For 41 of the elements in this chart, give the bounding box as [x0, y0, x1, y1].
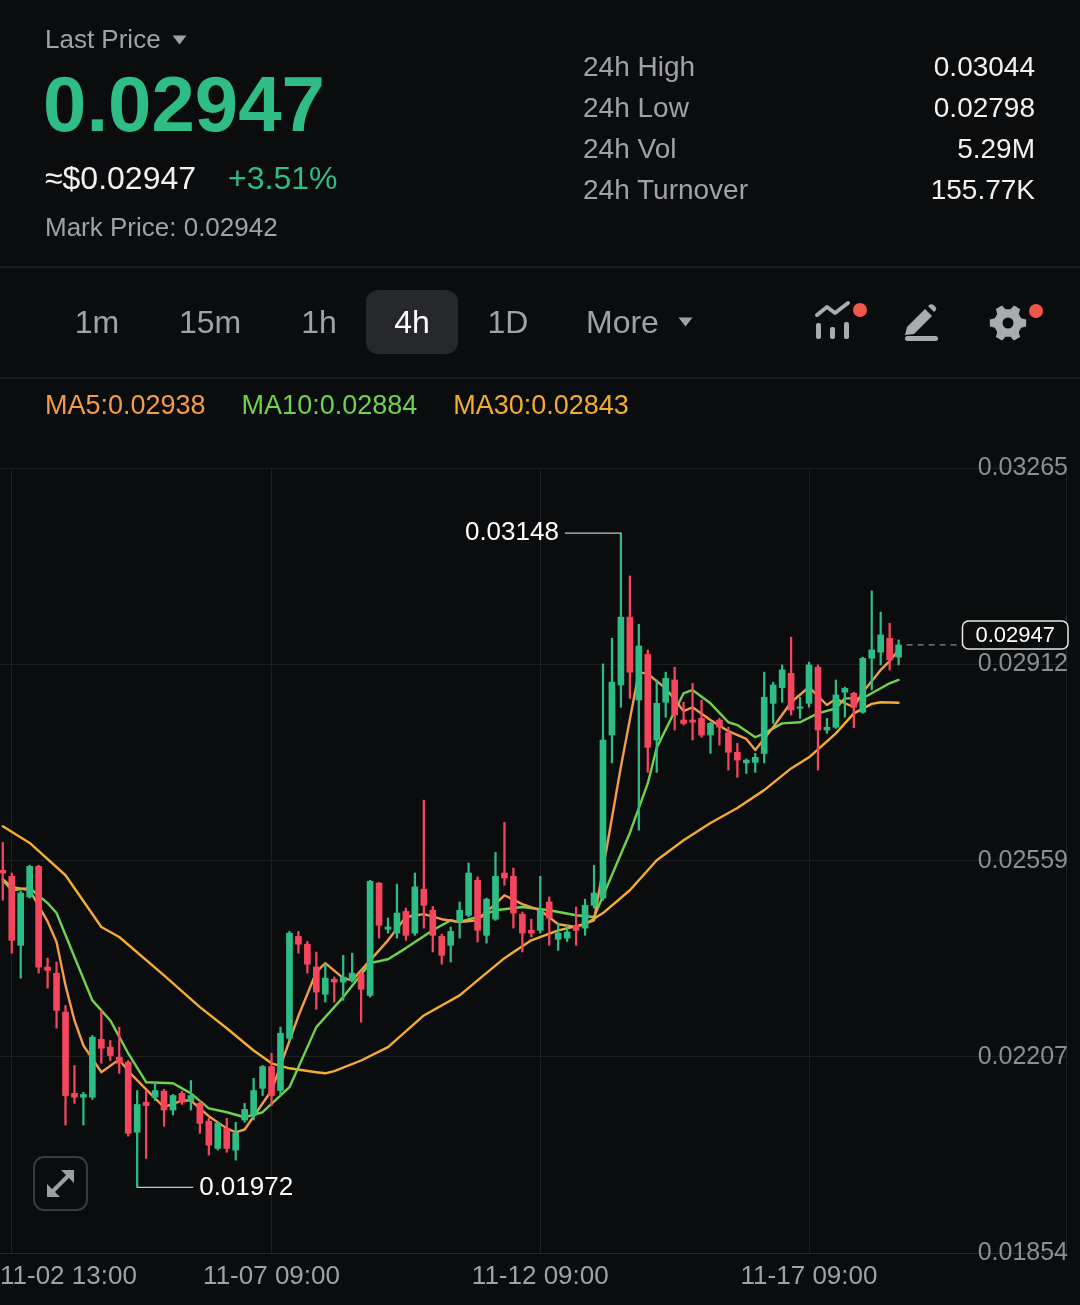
text: Last Price: [45, 24, 161, 56]
text: 24h Low: [583, 91, 689, 125]
y-tick-label: 0.02559: [977, 844, 1068, 873]
y-tick-label: 0.02912: [977, 648, 1068, 677]
text: More: [586, 302, 659, 342]
text: 24h High: [583, 50, 696, 84]
text: 24h Turnover: [583, 173, 748, 207]
candlestick: [501, 822, 508, 886]
text: 1D: [487, 302, 529, 342]
candlestick: [44, 957, 51, 989]
text: 1h: [301, 302, 337, 342]
text: 0.02947: [43, 59, 325, 151]
text: Mark Price: 0.02942: [45, 212, 278, 244]
y-tick-label: 0.02207: [977, 1040, 1068, 1069]
text: 4h: [394, 302, 430, 342]
text: 1m: [74, 302, 120, 342]
annotation: 0.01972: [199, 1170, 294, 1201]
y-tick-label: 0.03265: [977, 451, 1068, 480]
candlestick: [689, 682, 696, 741]
x-tick-label: 11-02 13:00: [0, 1260, 137, 1291]
text: 155.77K: [930, 173, 1035, 207]
text: MA30:0.02843: [453, 390, 629, 421]
x-tick-label: 11-17 09:00: [740, 1260, 878, 1291]
candlestick: [716, 718, 723, 746]
annotation: 0.03148: [464, 516, 559, 547]
candlestick: [80, 1091, 87, 1126]
text: 15m: [178, 302, 242, 342]
x-tick-label: 11-12 09:00: [471, 1260, 609, 1291]
text: 24h Vol: [583, 132, 677, 166]
candlestick: [680, 701, 687, 726]
text: 0.02798: [933, 91, 1035, 125]
y-tick-label: 0.01854: [977, 1236, 1069, 1265]
text: 0.03044: [933, 50, 1035, 84]
text: ≈$0.02947: [45, 158, 197, 198]
text: 5.29M: [957, 132, 1035, 166]
candlestick: [71, 1065, 78, 1104]
text: +3.51%: [228, 158, 338, 198]
x-tick-label: 11-07 09:00: [203, 1260, 340, 1291]
ref-line-label: 0.02947: [975, 621, 1055, 647]
text: MA5:0.02938: [45, 390, 206, 421]
text: MA10:0.02884: [241, 390, 418, 421]
